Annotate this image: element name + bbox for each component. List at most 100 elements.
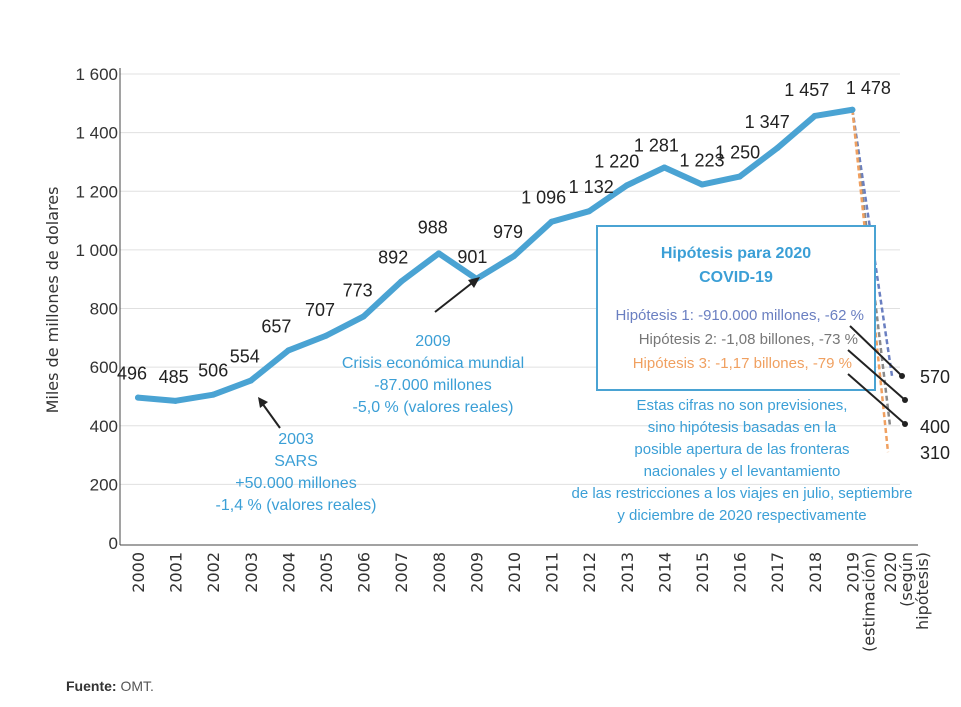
value-label: 1 347 — [745, 112, 790, 132]
value-label: 506 — [198, 361, 228, 381]
y-tick-label: 600 — [90, 358, 118, 377]
value-label: 979 — [493, 222, 523, 242]
grid-lines — [120, 73, 900, 485]
value-label: 988 — [418, 217, 448, 237]
value-label: 1 096 — [521, 188, 566, 208]
x-tick-label: 2004 — [279, 552, 298, 593]
x-tick-label-line: 2005 — [317, 552, 336, 593]
hypothesis-box-line: Hipótesis 2: -1,08 billones, -73 % — [639, 331, 858, 348]
data-point — [172, 397, 179, 404]
x-tick-label: 2011 — [543, 552, 562, 593]
sars-annotation-line: -1,4 % (valores reales) — [216, 497, 377, 514]
note-line: Estas cifras no son previsiones, — [637, 397, 848, 414]
hypothesis-box-title: Hipótesis para 2020 — [661, 245, 811, 262]
x-tick-labels: 2000 2001 2002 2003 2004 2005 2006 2007 2008 2009… — [129, 552, 932, 652]
x-tick-label: 2013 — [618, 552, 637, 593]
data-point — [285, 347, 292, 354]
x-tick-label: 2001 — [167, 552, 186, 593]
y-tick-label: 0 — [109, 534, 118, 553]
note-line: y diciembre de 2020 respectivamente — [617, 507, 866, 524]
y-tick-label: 800 — [90, 300, 118, 319]
data-point — [774, 145, 781, 152]
hypothesis-box-line: Hipótesis 3: -1,17 billones, -79 % — [633, 355, 852, 372]
x-tick-label: 2007 — [392, 552, 411, 593]
x-tick-label: 2006 — [355, 552, 374, 593]
source-note: Fuente: OMT. — [66, 678, 154, 694]
x-tick-label: 2008 — [430, 552, 449, 593]
hypothesis-box-frame — [596, 225, 876, 391]
hypothesis-line — [851, 109, 892, 426]
x-tick-label: 2003 — [242, 552, 261, 593]
x-tick-label-line: hipótesis) — [913, 552, 932, 630]
x-tick-label-line: 2019 — [843, 552, 862, 593]
x-tick-label: 2012 — [580, 552, 599, 593]
x-tick-label-line: 2002 — [204, 552, 223, 593]
value-label: 485 — [159, 367, 189, 387]
x-tick-label-line: 2011 — [543, 552, 562, 593]
crisis-annotation-line: -5,0 % (valores reales) — [353, 399, 514, 416]
value-label: 1 281 — [634, 136, 679, 156]
data-point — [849, 106, 856, 113]
y-tick-labels: 0 200 400 600 800 1 000 1 200 1 400 1 600 — [75, 65, 118, 553]
data-point — [360, 313, 367, 320]
hypothesis-arrow-head — [902, 421, 908, 427]
x-tick-label-line: 2004 — [279, 552, 298, 593]
data-point — [548, 218, 555, 225]
value-label: 707 — [305, 300, 335, 320]
x-tick-label: 2010 — [505, 552, 524, 593]
note-line: sino hipótesis basadas en la — [648, 419, 837, 436]
hypothesis-line — [851, 109, 894, 377]
hypothesis-note: Estas cifras no son previsiones, sino hip… — [572, 397, 913, 524]
sars-annotation-line: 2003 — [278, 431, 314, 448]
value-label: 1 457 — [784, 80, 829, 100]
value-label: 554 — [230, 347, 260, 367]
crisis-arrow — [434, 282, 473, 313]
x-tick-label-line: 2017 — [768, 552, 787, 593]
x-tick-label: 2016 — [731, 552, 750, 593]
x-tick-label-line: (estimación) — [859, 552, 878, 652]
x-tick-label: 2017 — [768, 552, 787, 593]
x-tick-label-line: 2001 — [167, 552, 186, 593]
value-label: 1 132 — [569, 177, 614, 197]
hypothesis-box-line: Hipótesis 1: -910.000 millones, -62 % — [616, 307, 864, 324]
note-line: de las restricciones a los viajes en jul… — [572, 485, 913, 502]
data-point — [623, 182, 630, 189]
value-label: 773 — [343, 280, 373, 300]
crisis-annotation-line: -87.000 millones — [374, 377, 491, 394]
hypothesis-arrow-head — [899, 373, 905, 379]
y-tick-label: 1 600 — [75, 65, 118, 84]
crisis-annotation-line: Crisis económica mundial — [342, 355, 524, 372]
annotations: 2003 SARS +50.000 millones -1,4 % (valores … — [216, 277, 524, 514]
data-point — [736, 173, 743, 180]
x-tick-label-line: 2003 — [242, 552, 261, 593]
x-tick-label-line: 2020 — [881, 552, 900, 593]
y-axis-label: Miles de millones de dolares — [43, 187, 62, 414]
data-point — [586, 208, 593, 215]
hypothesis-box-title: COVID-19 — [699, 269, 773, 286]
x-tick-label: 2005 — [317, 552, 336, 593]
x-tick-label-line: 2010 — [505, 552, 524, 593]
sars-annotation-line: +50.000 millones — [235, 475, 356, 492]
x-tick-label-line: 2009 — [467, 552, 486, 593]
note-line: posible apertura de las fronteras — [634, 441, 849, 458]
data-point — [323, 332, 329, 339]
data-point — [247, 377, 254, 384]
hypothesis-arrow — [849, 325, 903, 377]
x-tick-label: 2000 — [129, 552, 148, 593]
sars-annotation-line: SARS — [274, 453, 318, 470]
x-tick-label-line: 2012 — [580, 552, 599, 593]
note-line: nacionales y el levantamiento — [644, 463, 841, 480]
y-tick-label: 1 200 — [75, 182, 118, 201]
value-label: 496 — [117, 364, 147, 384]
data-point — [135, 394, 141, 401]
series-line-main — [135, 106, 856, 404]
crisis-arrow-head — [468, 277, 480, 288]
data-point — [511, 253, 517, 260]
x-tick-label: 2009 — [467, 552, 486, 593]
source-text: OMT. — [120, 678, 154, 694]
x-tick-label: 2002 — [204, 552, 223, 593]
value-label: 657 — [261, 316, 291, 336]
